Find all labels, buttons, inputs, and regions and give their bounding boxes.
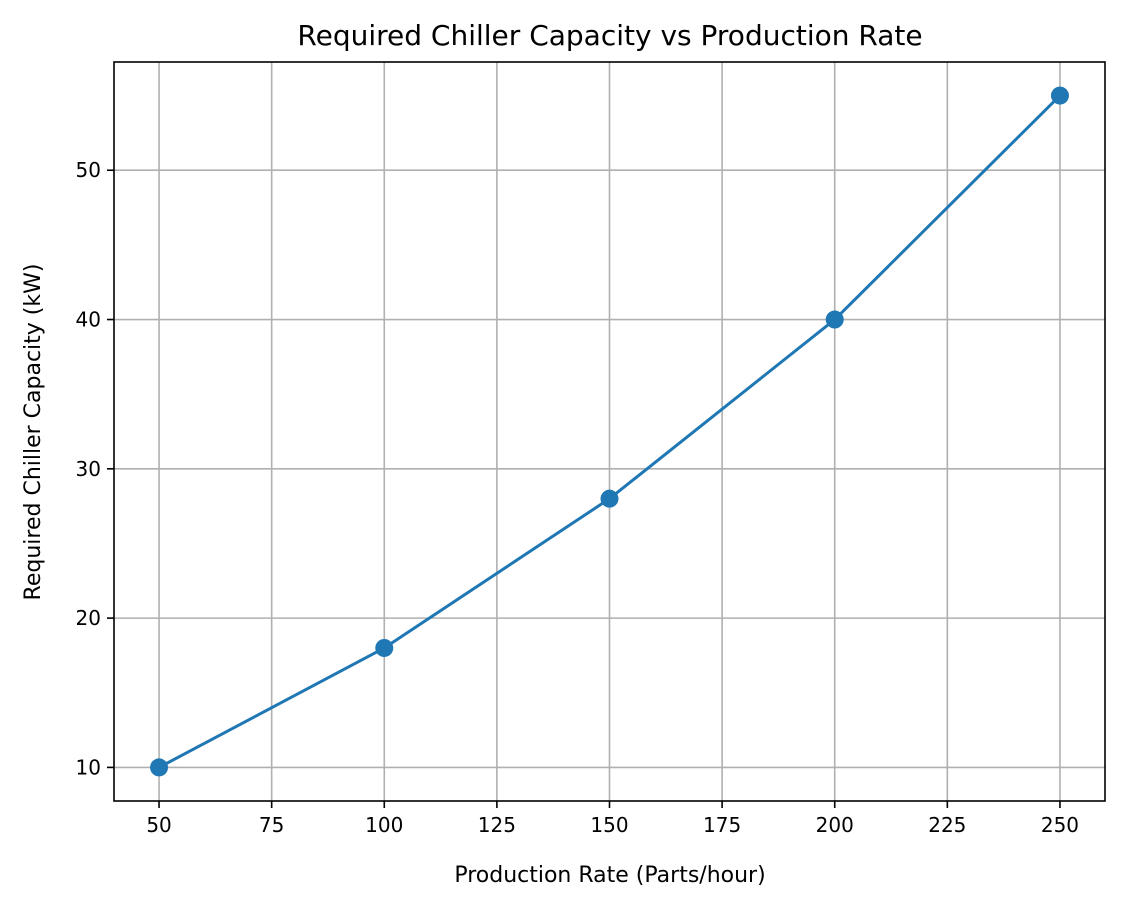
y-tick-label: 10 (76, 755, 101, 779)
x-tick-label: 100 (365, 813, 403, 837)
chart-title: Required Chiller Capacity vs Production … (297, 19, 922, 52)
y-tick-label: 40 (76, 308, 101, 332)
x-tick-label: 225 (928, 813, 966, 837)
data-point (1050, 86, 1069, 105)
x-tick-label: 175 (703, 813, 741, 837)
series-layer (150, 86, 1069, 777)
x-axis: 50 75 100 125 150 175 200 225 250 (146, 801, 1079, 837)
x-tick-label: 75 (259, 813, 284, 837)
y-tick-label: 30 (76, 457, 101, 481)
x-axis-label: Production Rate (Parts/hour) (454, 863, 765, 888)
x-tick-label: 250 (1041, 813, 1079, 837)
data-point (375, 638, 394, 657)
data-point (600, 489, 619, 508)
x-tick-label: 50 (146, 813, 171, 837)
y-axis-label: Required Chiller Capacity (kW) (21, 264, 46, 601)
y-tick-label: 20 (76, 606, 101, 630)
x-tick-label: 200 (816, 813, 854, 837)
x-tick-label: 125 (478, 813, 516, 837)
grid (114, 62, 1105, 801)
data-point (825, 310, 844, 329)
x-tick-label: 150 (590, 813, 628, 837)
y-axis: 10 20 30 40 50 (76, 158, 114, 779)
y-tick-label: 50 (76, 158, 101, 182)
data-point (150, 758, 169, 777)
